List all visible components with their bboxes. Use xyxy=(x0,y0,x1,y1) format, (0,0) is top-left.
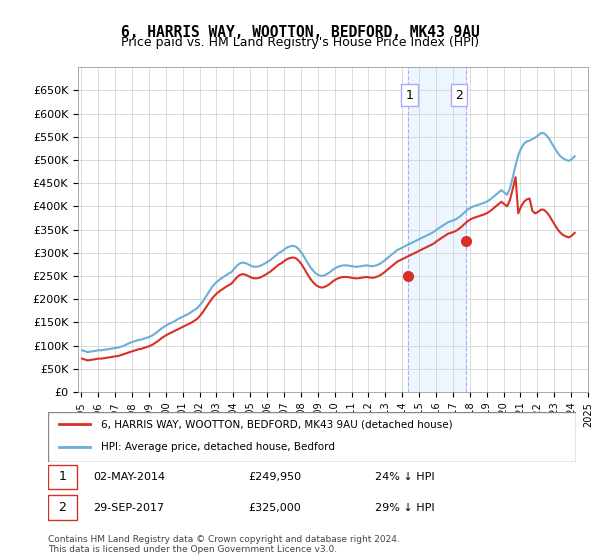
Text: £325,000: £325,000 xyxy=(248,503,301,513)
FancyBboxPatch shape xyxy=(48,465,77,489)
Text: 29% ↓ HPI: 29% ↓ HPI xyxy=(376,503,435,513)
Text: 6, HARRIS WAY, WOOTTON, BEDFORD, MK43 9AU: 6, HARRIS WAY, WOOTTON, BEDFORD, MK43 9A… xyxy=(121,25,479,40)
Text: 02-MAY-2014: 02-MAY-2014 xyxy=(93,472,165,482)
Text: 6, HARRIS WAY, WOOTTON, BEDFORD, MK43 9AU (detached house): 6, HARRIS WAY, WOOTTON, BEDFORD, MK43 9A… xyxy=(101,419,452,429)
Text: HPI: Average price, detached house, Bedford: HPI: Average price, detached house, Bedf… xyxy=(101,442,335,452)
Text: 2: 2 xyxy=(455,88,463,101)
Text: £249,950: £249,950 xyxy=(248,472,302,482)
Text: Price paid vs. HM Land Registry's House Price Index (HPI): Price paid vs. HM Land Registry's House … xyxy=(121,36,479,49)
Text: Contains HM Land Registry data © Crown copyright and database right 2024.
This d: Contains HM Land Registry data © Crown c… xyxy=(48,535,400,554)
Text: 29-SEP-2017: 29-SEP-2017 xyxy=(93,503,164,513)
Text: 1: 1 xyxy=(406,88,413,101)
Text: 1: 1 xyxy=(58,470,66,483)
Bar xyxy=(408,67,466,392)
Text: 24% ↓ HPI: 24% ↓ HPI xyxy=(376,472,435,482)
Text: 2: 2 xyxy=(58,501,66,514)
FancyBboxPatch shape xyxy=(48,496,77,520)
FancyBboxPatch shape xyxy=(48,412,576,462)
